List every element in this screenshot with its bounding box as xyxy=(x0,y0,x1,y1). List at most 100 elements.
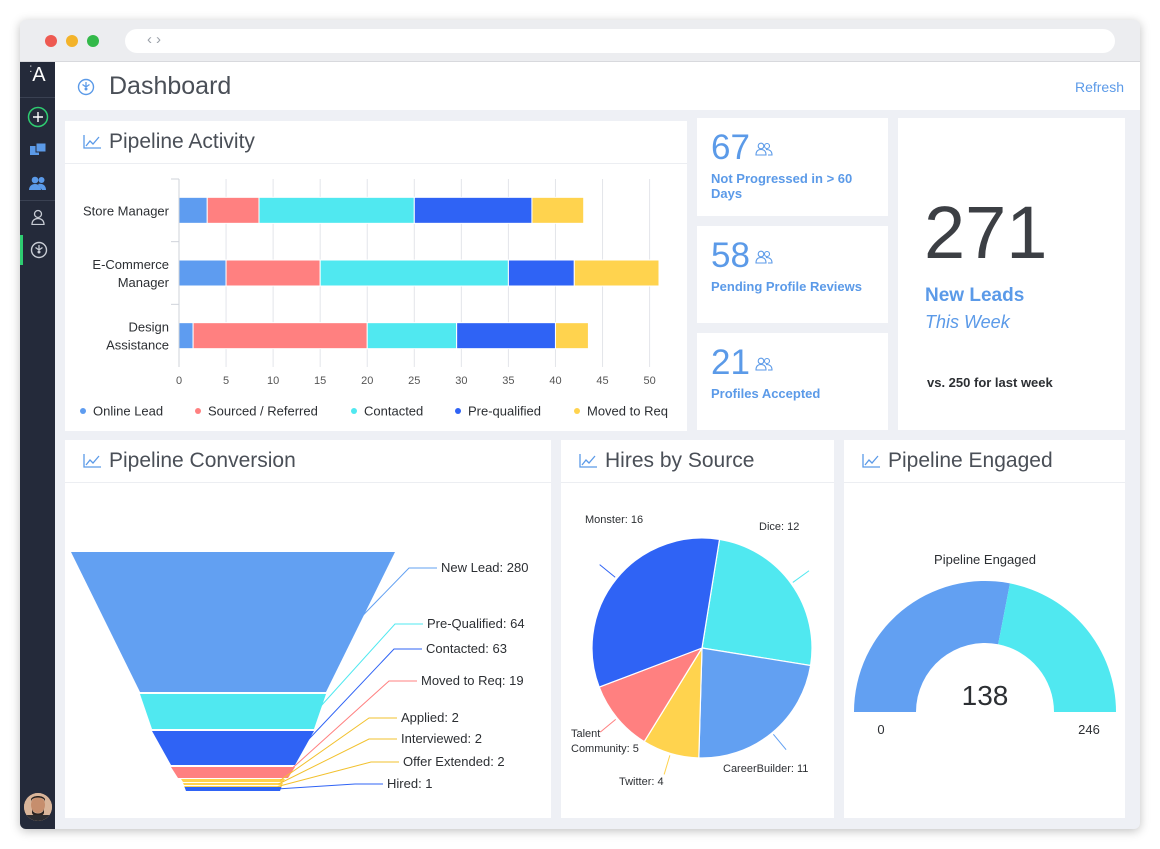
users-icon xyxy=(755,250,773,264)
new-leads-comparison: vs. 250 for last week xyxy=(927,375,1053,390)
category-label: Design xyxy=(129,320,169,335)
page-header: Dashboard Refresh xyxy=(55,62,1140,110)
app-logo[interactable]: ⁚A xyxy=(29,64,46,86)
sidebar-item-candidates[interactable] xyxy=(20,168,55,198)
x-tick-label: 30 xyxy=(455,375,467,387)
line-chart-icon xyxy=(579,454,597,468)
funnel-label: Pre-Qualified: 64 xyxy=(427,616,525,631)
minimize-window-button[interactable] xyxy=(66,35,78,47)
pie-label: Talent xyxy=(571,728,600,740)
sidebar-divider xyxy=(20,200,55,201)
line-chart-icon xyxy=(862,454,880,468)
gauge-max-label: 246 xyxy=(1078,722,1100,737)
funnel-stage xyxy=(171,767,295,778)
users-icon xyxy=(755,357,773,371)
new-leads-card[interactable]: 271 New Leads This Week vs. 250 for last… xyxy=(898,118,1125,430)
funnel-connector xyxy=(315,623,423,712)
bar-segment xyxy=(554,322,589,350)
pipeline-engaged-chart: Pipeline Engaged 138 0 246 xyxy=(854,552,1116,737)
page-title: Dashboard xyxy=(109,72,232,100)
card-divider xyxy=(65,482,551,483)
pie-slice xyxy=(701,538,813,667)
stat-label: Not Progressed in > 60 Days xyxy=(711,171,852,201)
line-chart-icon xyxy=(83,135,101,149)
dashboard-icon xyxy=(30,241,48,259)
bar-segment xyxy=(366,322,458,350)
stat-label: Profiles Accepted xyxy=(711,386,821,401)
legend-label: Online Lead xyxy=(93,404,163,419)
category-label: Store Manager xyxy=(83,203,170,218)
funnel-label: Interviewed: 2 xyxy=(401,731,482,746)
new-leads-sublabel: This Week xyxy=(925,312,1010,332)
bar-segment xyxy=(258,196,415,224)
pie-slice xyxy=(591,537,721,688)
title-bar: ‹› xyxy=(20,20,1140,62)
stat-card-not-progressed[interactable]: 67 Not Progressed in > 60 Days xyxy=(697,118,888,216)
category-label: E-Commerce xyxy=(92,257,169,272)
x-tick-label: 40 xyxy=(549,375,561,387)
main-content: Dashboard Refresh Pipeline Activity 0 5 10… xyxy=(55,62,1140,829)
bar-segment xyxy=(225,259,321,287)
legend-label: Contacted xyxy=(364,404,423,419)
bar-segment xyxy=(507,259,575,287)
funnel-label: Hired: 1 xyxy=(387,776,433,791)
sidebar-item-jobs[interactable] xyxy=(20,135,55,165)
legend-marker xyxy=(574,408,580,414)
stat-label: Pending Profile Reviews xyxy=(711,279,862,294)
pie-label: Monster: 16 xyxy=(585,514,643,526)
back-forward-icon[interactable]: ‹› xyxy=(147,31,165,48)
pipeline-conversion-card: Pipeline Conversion New Lead: 280 Pre-Qua… xyxy=(65,440,551,818)
x-tick-label: 35 xyxy=(502,375,514,387)
funnel-stage xyxy=(140,694,326,729)
hires-by-source-card: Hires by Source Dice: 12 CareerBuilder: 1… xyxy=(561,440,834,818)
x-tick-label: 10 xyxy=(267,375,279,387)
x-tick-label: 5 xyxy=(223,375,229,387)
funnel-connector xyxy=(278,738,397,785)
stat-card-profiles-accepted[interactable]: 21 Profiles Accepted xyxy=(697,333,888,430)
sidebar-item-dashboard[interactable] xyxy=(20,235,55,265)
funnel-connector xyxy=(300,648,422,749)
funnel-stage xyxy=(184,786,282,787)
legend-marker xyxy=(80,408,86,414)
category-label: Assistance xyxy=(106,338,169,353)
bar-segment xyxy=(456,322,556,350)
x-tick-label: 15 xyxy=(314,375,326,387)
funnel-label: Contacted: 63 xyxy=(426,641,507,656)
maximize-window-button[interactable] xyxy=(87,35,99,47)
user-avatar[interactable] xyxy=(24,793,52,821)
legend-label: Moved to Req xyxy=(587,404,668,419)
legend-marker xyxy=(455,408,461,414)
stat-value: 67 xyxy=(711,128,750,167)
funnel-stage xyxy=(71,552,395,692)
pie-label: CareerBuilder: 11 xyxy=(723,763,808,775)
hires-by-source-chart: Dice: 12 CareerBuilder: 11 Twitter: 4 Talen… xyxy=(571,514,813,788)
pie-connector xyxy=(792,570,810,583)
x-tick-label: 0 xyxy=(176,375,182,387)
sidebar-item-profile[interactable] xyxy=(20,202,55,232)
pie-connector xyxy=(599,564,616,578)
refresh-button[interactable]: Refresh xyxy=(1074,79,1124,95)
sidebar-divider xyxy=(20,97,55,98)
stat-label-line: Not Progressed in > 60 xyxy=(711,171,853,186)
pie-label: Community: 5 xyxy=(571,743,639,755)
funnel-label: Moved to Req: 19 xyxy=(421,673,524,688)
browser-window: ‹› ⁚A Dashboard Refresh xyxy=(20,20,1140,829)
bar-segment xyxy=(319,259,509,287)
gauge-value-arc xyxy=(854,581,1010,712)
card-title: Pipeline Engaged xyxy=(888,449,1053,472)
funnel-stage xyxy=(152,731,314,765)
new-leads-label: New Leads xyxy=(925,285,1025,306)
legend-label: Pre-qualified xyxy=(468,404,541,419)
close-window-button[interactable] xyxy=(45,35,57,47)
funnel-label: Applied: 2 xyxy=(401,710,459,725)
legend-label: Sourced / Referred xyxy=(208,404,318,419)
avatar-image xyxy=(24,793,52,821)
card-divider xyxy=(561,482,834,483)
funnel-label: New Lead: 280 xyxy=(441,560,528,575)
stat-card-pending-reviews[interactable]: 58 Pending Profile Reviews xyxy=(697,226,888,323)
pipeline-activity-chart: 0 5 10 15 20 25 30 35 40 45 50 Store Manager E-Comme… xyxy=(80,178,668,419)
x-tick-label: 50 xyxy=(643,375,655,387)
sidebar-item-add[interactable] xyxy=(20,102,55,132)
address-bar[interactable]: ‹› xyxy=(125,29,1115,53)
dashboard-icon xyxy=(77,78,95,96)
